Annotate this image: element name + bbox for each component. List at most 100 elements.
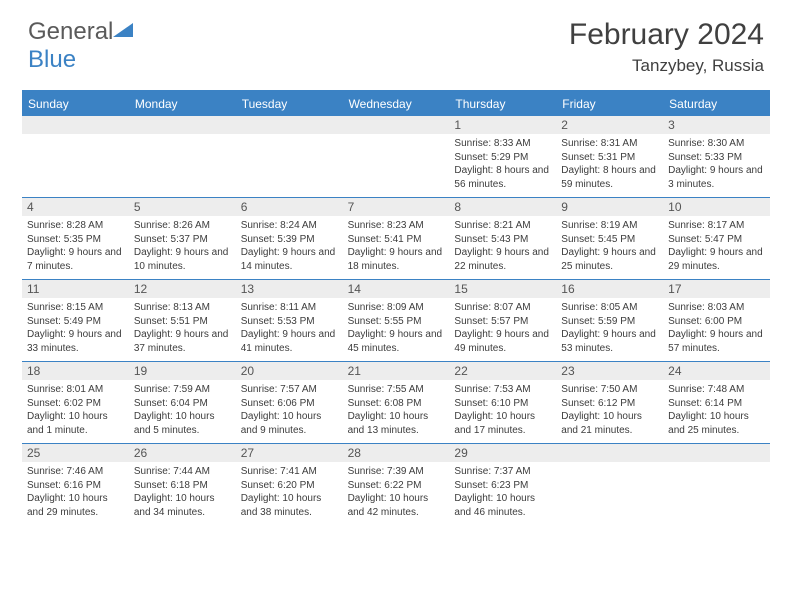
day-cell: Sunrise: 8:07 AMSunset: 5:57 PMDaylight:… [449, 298, 556, 361]
day-number: 17 [663, 280, 770, 298]
day-cell: Sunrise: 8:01 AMSunset: 6:02 PMDaylight:… [22, 380, 129, 443]
location-label: Tanzybey, Russia [569, 56, 764, 76]
sunrise-line: Sunrise: 8:09 AM [348, 301, 445, 315]
sunrise-line: Sunrise: 7:37 AM [454, 465, 551, 479]
sunrise-line: Sunrise: 7:53 AM [454, 383, 551, 397]
sunrise-line: Sunrise: 8:03 AM [668, 301, 765, 315]
daylight-line: Daylight: 10 hours and 34 minutes. [134, 492, 231, 519]
daylight-line: Daylight: 9 hours and 45 minutes. [348, 328, 445, 355]
day-number: 9 [556, 198, 663, 216]
sunset-line: Sunset: 6:22 PM [348, 479, 445, 493]
day-number: 4 [22, 198, 129, 216]
sunrise-line: Sunrise: 7:48 AM [668, 383, 765, 397]
daylight-line: Daylight: 10 hours and 13 minutes. [348, 410, 445, 437]
sunrise-line: Sunrise: 7:59 AM [134, 383, 231, 397]
day-cell: Sunrise: 8:31 AMSunset: 5:31 PMDaylight:… [556, 134, 663, 197]
sunset-line: Sunset: 6:00 PM [668, 315, 765, 329]
daylight-line: Daylight: 9 hours and 22 minutes. [454, 246, 551, 273]
sunrise-line: Sunrise: 7:44 AM [134, 465, 231, 479]
day-cell [129, 134, 236, 197]
daylight-line: Daylight: 10 hours and 25 minutes. [668, 410, 765, 437]
day-cell: Sunrise: 8:17 AMSunset: 5:47 PMDaylight:… [663, 216, 770, 279]
day-cell: Sunrise: 7:57 AMSunset: 6:06 PMDaylight:… [236, 380, 343, 443]
sunrise-line: Sunrise: 8:28 AM [27, 219, 124, 233]
sunset-line: Sunset: 5:37 PM [134, 233, 231, 247]
sunset-line: Sunset: 6:04 PM [134, 397, 231, 411]
day-cell [663, 462, 770, 525]
day-cell: Sunrise: 8:19 AMSunset: 5:45 PMDaylight:… [556, 216, 663, 279]
day-number: 2 [556, 116, 663, 134]
day-header: Tuesday [236, 92, 343, 116]
sunset-line: Sunset: 6:20 PM [241, 479, 338, 493]
day-cell: Sunrise: 8:24 AMSunset: 5:39 PMDaylight:… [236, 216, 343, 279]
day-number: 22 [449, 362, 556, 380]
daylight-line: Daylight: 10 hours and 1 minute. [27, 410, 124, 437]
day-number [556, 444, 663, 462]
day-cell: Sunrise: 7:50 AMSunset: 6:12 PMDaylight:… [556, 380, 663, 443]
sunrise-line: Sunrise: 7:46 AM [27, 465, 124, 479]
sunset-line: Sunset: 5:31 PM [561, 151, 658, 165]
day-cell: Sunrise: 8:11 AMSunset: 5:53 PMDaylight:… [236, 298, 343, 361]
sunrise-line: Sunrise: 8:30 AM [668, 137, 765, 151]
sunrise-line: Sunrise: 7:55 AM [348, 383, 445, 397]
daylight-line: Daylight: 9 hours and 37 minutes. [134, 328, 231, 355]
day-header: Thursday [449, 92, 556, 116]
sunrise-line: Sunrise: 8:33 AM [454, 137, 551, 151]
sunset-line: Sunset: 6:14 PM [668, 397, 765, 411]
sunset-line: Sunset: 6:06 PM [241, 397, 338, 411]
sunset-line: Sunset: 5:33 PM [668, 151, 765, 165]
daylight-line: Daylight: 9 hours and 3 minutes. [668, 164, 765, 191]
day-cell: Sunrise: 8:30 AMSunset: 5:33 PMDaylight:… [663, 134, 770, 197]
sunrise-line: Sunrise: 8:11 AM [241, 301, 338, 315]
sunset-line: Sunset: 5:39 PM [241, 233, 338, 247]
day-cell: Sunrise: 7:59 AMSunset: 6:04 PMDaylight:… [129, 380, 236, 443]
day-number: 21 [343, 362, 450, 380]
day-number [663, 444, 770, 462]
sunrise-line: Sunrise: 8:15 AM [27, 301, 124, 315]
day-cell: Sunrise: 8:28 AMSunset: 5:35 PMDaylight:… [22, 216, 129, 279]
sunrise-line: Sunrise: 7:57 AM [241, 383, 338, 397]
day-cell: Sunrise: 8:26 AMSunset: 5:37 PMDaylight:… [129, 216, 236, 279]
sunset-line: Sunset: 6:12 PM [561, 397, 658, 411]
sunrise-line: Sunrise: 8:24 AM [241, 219, 338, 233]
day-number: 18 [22, 362, 129, 380]
daylight-line: Daylight: 10 hours and 42 minutes. [348, 492, 445, 519]
day-cell: Sunrise: 7:55 AMSunset: 6:08 PMDaylight:… [343, 380, 450, 443]
sunrise-line: Sunrise: 8:19 AM [561, 219, 658, 233]
day-number: 13 [236, 280, 343, 298]
week-row: 2526272829 Sunrise: 7:46 AMSunset: 6:16 … [22, 444, 770, 525]
day-number: 20 [236, 362, 343, 380]
sunset-line: Sunset: 6:10 PM [454, 397, 551, 411]
week-row: 11121314151617Sunrise: 8:15 AMSunset: 5:… [22, 280, 770, 362]
day-header-row: SundayMondayTuesdayWednesdayThursdayFrid… [22, 92, 770, 116]
day-cell: Sunrise: 7:44 AMSunset: 6:18 PMDaylight:… [129, 462, 236, 525]
day-cell: Sunrise: 8:33 AMSunset: 5:29 PMDaylight:… [449, 134, 556, 197]
sunrise-line: Sunrise: 8:01 AM [27, 383, 124, 397]
brand-logo: GeneralBlue [28, 18, 135, 74]
sunrise-line: Sunrise: 7:39 AM [348, 465, 445, 479]
day-cell: Sunrise: 7:48 AMSunset: 6:14 PMDaylight:… [663, 380, 770, 443]
day-number: 29 [449, 444, 556, 462]
day-cell: Sunrise: 8:13 AMSunset: 5:51 PMDaylight:… [129, 298, 236, 361]
day-number [343, 116, 450, 134]
sunset-line: Sunset: 5:59 PM [561, 315, 658, 329]
daylight-line: Daylight: 10 hours and 9 minutes. [241, 410, 338, 437]
brand-triangle-icon [113, 18, 135, 46]
sunset-line: Sunset: 6:18 PM [134, 479, 231, 493]
daylight-line: Daylight: 9 hours and 29 minutes. [668, 246, 765, 273]
day-cell: Sunrise: 7:39 AMSunset: 6:22 PMDaylight:… [343, 462, 450, 525]
daylight-line: Daylight: 10 hours and 17 minutes. [454, 410, 551, 437]
sunrise-line: Sunrise: 8:17 AM [668, 219, 765, 233]
day-number: 27 [236, 444, 343, 462]
daylight-line: Daylight: 9 hours and 49 minutes. [454, 328, 551, 355]
sunrise-line: Sunrise: 8:07 AM [454, 301, 551, 315]
sunset-line: Sunset: 5:41 PM [348, 233, 445, 247]
day-number: 24 [663, 362, 770, 380]
sunset-line: Sunset: 5:49 PM [27, 315, 124, 329]
daylight-line: Daylight: 9 hours and 25 minutes. [561, 246, 658, 273]
daylight-line: Daylight: 9 hours and 57 minutes. [668, 328, 765, 355]
sunrise-line: Sunrise: 8:31 AM [561, 137, 658, 151]
day-cell: Sunrise: 8:15 AMSunset: 5:49 PMDaylight:… [22, 298, 129, 361]
daylight-line: Daylight: 10 hours and 21 minutes. [561, 410, 658, 437]
daylight-line: Daylight: 10 hours and 38 minutes. [241, 492, 338, 519]
